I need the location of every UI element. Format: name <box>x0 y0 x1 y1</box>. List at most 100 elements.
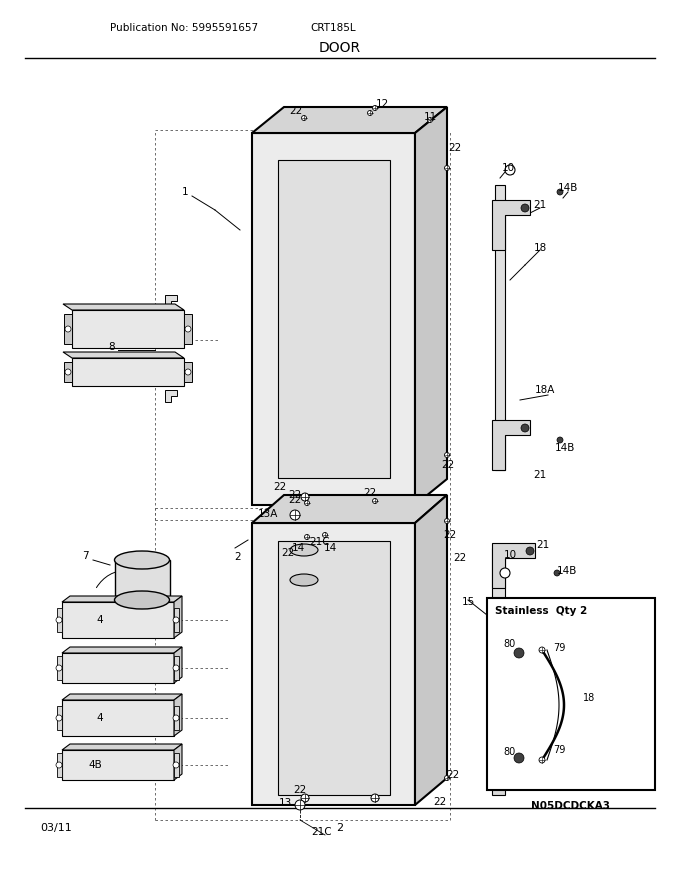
Text: 14B: 14B <box>558 183 578 193</box>
Polygon shape <box>252 133 415 505</box>
Text: 22: 22 <box>441 460 455 470</box>
Polygon shape <box>57 608 62 632</box>
Polygon shape <box>174 647 182 683</box>
Circle shape <box>301 115 307 121</box>
Circle shape <box>428 118 432 122</box>
Text: 4B: 4B <box>88 760 102 770</box>
Polygon shape <box>62 653 174 683</box>
Text: 80: 80 <box>503 747 515 757</box>
Text: 22: 22 <box>446 770 460 780</box>
Circle shape <box>173 665 179 671</box>
Text: 2: 2 <box>337 823 343 833</box>
Text: 4: 4 <box>97 615 103 625</box>
Text: Publication No: 5995591657: Publication No: 5995591657 <box>110 23 258 33</box>
Polygon shape <box>165 390 177 402</box>
Text: 80: 80 <box>503 639 515 649</box>
Text: 22: 22 <box>443 530 457 540</box>
Circle shape <box>445 165 449 171</box>
Ellipse shape <box>114 551 169 569</box>
Text: 1: 1 <box>182 187 188 197</box>
Text: 21C: 21C <box>311 827 333 837</box>
Polygon shape <box>270 533 403 790</box>
Circle shape <box>56 762 62 768</box>
Polygon shape <box>62 596 182 602</box>
Circle shape <box>290 510 300 520</box>
Circle shape <box>526 547 534 555</box>
Circle shape <box>173 715 179 721</box>
Circle shape <box>56 665 62 671</box>
Text: 14B: 14B <box>557 566 577 576</box>
Ellipse shape <box>290 574 318 586</box>
Text: 14: 14 <box>291 543 305 553</box>
Polygon shape <box>290 550 318 580</box>
Polygon shape <box>252 107 447 133</box>
Polygon shape <box>278 660 390 676</box>
Circle shape <box>305 501 309 505</box>
Circle shape <box>500 568 510 578</box>
Polygon shape <box>492 543 535 588</box>
Text: 22: 22 <box>433 797 447 807</box>
Polygon shape <box>278 580 390 596</box>
Circle shape <box>65 369 71 375</box>
Circle shape <box>367 111 373 115</box>
Circle shape <box>445 775 449 781</box>
Circle shape <box>185 369 191 375</box>
Circle shape <box>514 648 524 658</box>
Text: 22: 22 <box>293 785 307 795</box>
Polygon shape <box>174 744 182 780</box>
Text: 21: 21 <box>533 470 547 480</box>
Polygon shape <box>495 185 505 470</box>
Text: 21: 21 <box>533 200 547 210</box>
Polygon shape <box>63 304 184 310</box>
Polygon shape <box>63 352 184 358</box>
Text: 4: 4 <box>97 713 103 723</box>
Text: 7: 7 <box>82 551 88 561</box>
Polygon shape <box>62 750 174 780</box>
Text: DOOR: DOOR <box>319 41 361 55</box>
Text: 18: 18 <box>533 243 547 253</box>
Circle shape <box>305 534 309 539</box>
Polygon shape <box>72 310 184 348</box>
Circle shape <box>301 493 309 501</box>
Circle shape <box>521 424 529 432</box>
Text: 10: 10 <box>501 163 515 173</box>
Circle shape <box>56 715 62 721</box>
Polygon shape <box>64 314 72 344</box>
Text: 22: 22 <box>454 553 466 563</box>
Polygon shape <box>62 700 174 736</box>
Circle shape <box>554 769 560 775</box>
Polygon shape <box>492 548 505 770</box>
Polygon shape <box>62 694 182 700</box>
Polygon shape <box>270 115 435 143</box>
Text: 22: 22 <box>273 482 287 492</box>
Text: 13: 13 <box>278 798 292 808</box>
Circle shape <box>445 452 449 458</box>
Polygon shape <box>278 650 405 660</box>
Polygon shape <box>252 523 415 805</box>
Circle shape <box>173 762 179 768</box>
Polygon shape <box>174 753 179 777</box>
Polygon shape <box>415 495 447 805</box>
Text: 79: 79 <box>553 745 565 755</box>
Polygon shape <box>278 690 405 700</box>
Polygon shape <box>57 753 62 777</box>
Circle shape <box>539 757 545 763</box>
Text: 14B: 14B <box>555 443 575 453</box>
Polygon shape <box>492 420 530 470</box>
Polygon shape <box>184 314 192 344</box>
Circle shape <box>301 794 309 802</box>
Text: 10: 10 <box>503 550 517 560</box>
Circle shape <box>557 437 563 443</box>
Polygon shape <box>278 160 390 478</box>
Polygon shape <box>278 541 390 795</box>
Circle shape <box>445 518 449 524</box>
Polygon shape <box>270 505 435 533</box>
Text: 18: 18 <box>583 693 595 703</box>
Polygon shape <box>62 744 182 750</box>
Polygon shape <box>57 656 62 680</box>
Circle shape <box>539 647 545 653</box>
Text: 22: 22 <box>363 488 377 498</box>
Text: 22: 22 <box>288 490 302 500</box>
Circle shape <box>373 498 377 503</box>
Text: 18A: 18A <box>534 385 555 395</box>
